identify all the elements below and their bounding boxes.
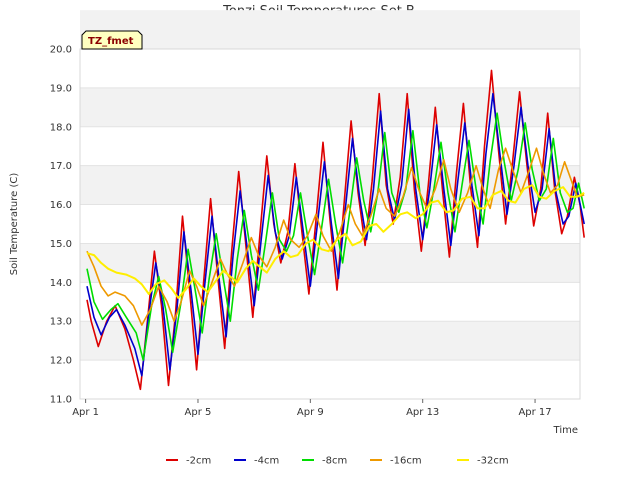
series-lines (86, 69, 585, 391)
legend-label: -4cm (254, 456, 279, 467)
y-tick-label: 17.0 (50, 161, 72, 172)
y-tick-label: 14.0 (50, 278, 72, 289)
x-tick-label: Apr 5 (185, 407, 212, 418)
legend-label: -2cm (186, 456, 211, 467)
site-badge-label: TZ_fmet (88, 36, 134, 47)
y-tick-label: 12.0 (50, 356, 72, 367)
x-tick-label: Apr 17 (518, 407, 551, 418)
y-axis-ticks: 11.0 12.0 13.0 14.0 15.0 16.0 17.0 18.0 19.0 20.0 (50, 45, 72, 406)
legend: -2cm -4cm -8cm -16cm -32cm (166, 456, 509, 467)
y-tick-label: 15.0 (50, 239, 72, 250)
legend-label: -8cm (322, 456, 347, 467)
site-badge-box (81, 30, 143, 50)
x-axis-ticks: Apr 1 Apr 5 Apr 9 Apr 13 Apr 17 (72, 399, 552, 418)
x-tick-label: Apr 9 (297, 407, 324, 418)
y-tick-label: 16.0 (50, 200, 72, 211)
series-line-m8cm (86, 112, 585, 361)
legend-label: -32cm (477, 456, 509, 467)
series-line-m16cm (86, 147, 585, 326)
x-tick-label: Apr 1 (72, 407, 99, 418)
series-line-m4cm (86, 92, 585, 377)
plot-band (80, 10, 580, 49)
plot-band (80, 87, 580, 127)
site-badge: TZ_fmet (81, 30, 143, 50)
y-tick-label: 20.0 (50, 45, 72, 56)
plot-frame (79, 48, 581, 400)
x-tick-label: Apr 13 (406, 407, 439, 418)
y-tick-label: 19.0 (50, 83, 72, 94)
y-tick-label: 18.0 (50, 122, 72, 133)
plot-band (80, 321, 580, 361)
legend-label: -16cm (390, 456, 422, 467)
y-tick-label: 13.0 (50, 317, 72, 328)
y-tick-label: 11.0 (50, 395, 72, 406)
y-axis-label: Soil Temperature (C) (9, 173, 20, 276)
x-axis-label: Time (553, 425, 578, 436)
series-line-m32cm (86, 184, 585, 299)
